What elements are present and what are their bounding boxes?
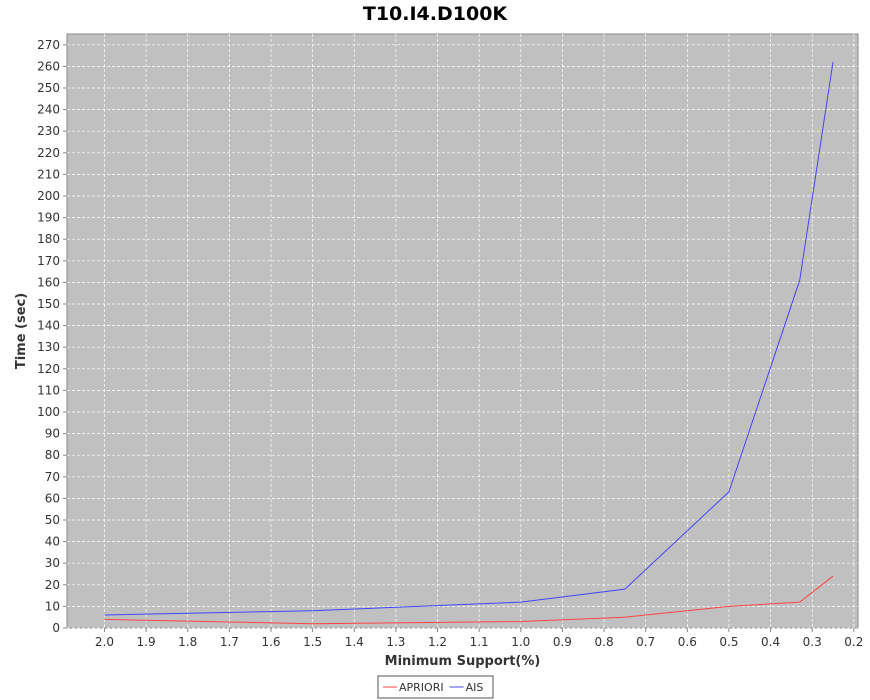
- x-tick-label: 2.0: [95, 635, 114, 649]
- chart-title: T10.I4.D100K: [362, 3, 508, 25]
- y-tick-label: 60: [45, 491, 60, 505]
- x-tick-label: 1.6: [261, 635, 280, 649]
- legend-label-apriori: APRIORI: [399, 681, 444, 694]
- y-tick-label: 190: [37, 211, 60, 225]
- y-tick-label: 220: [37, 146, 60, 160]
- y-tick-label: 160: [37, 275, 60, 289]
- x-tick-label: 0.4: [761, 635, 780, 649]
- y-tick-label: 30: [45, 556, 60, 570]
- series-lines: [104, 62, 834, 625]
- x-tick-label: 0.7: [636, 635, 655, 649]
- axes: 0 10 20 30 40 50 60 70 80 90 100 110 120 130 140 150 160…: [37, 38, 863, 649]
- x-tick-label: 0.2: [844, 635, 863, 649]
- y-tick-label: 40: [45, 535, 60, 549]
- y-tick-label: 270: [37, 38, 60, 52]
- x-tick-label: 1.7: [220, 635, 239, 649]
- x-axis-label: Minimum Support(%): [385, 654, 541, 669]
- x-tick-label: 0.9: [553, 635, 572, 649]
- y-tick-label: 250: [37, 81, 60, 95]
- legend-label-ais: AIS: [466, 681, 484, 694]
- y-tick-label: 180: [37, 232, 60, 246]
- y-tick-label: 90: [45, 427, 60, 441]
- series-line-ais: [104, 62, 834, 616]
- y-tick-label: 100: [37, 405, 60, 419]
- x-tick-label: 0.8: [595, 635, 614, 649]
- y-tick-label: 130: [37, 340, 60, 354]
- x-tick-label: 0.6: [678, 635, 697, 649]
- legend: APRIORI AIS: [377, 675, 494, 699]
- x-tick-label: 1.2: [428, 635, 447, 649]
- plot-area: [66, 33, 859, 629]
- x-tick-label: 1.4: [345, 635, 364, 649]
- series-line-apriori: [104, 575, 834, 625]
- y-axis-label: Time (sec): [14, 293, 29, 369]
- y-tick-label: 10: [45, 599, 60, 613]
- y-tick-label: 0: [52, 621, 60, 635]
- y-tick-label: 20: [45, 578, 60, 592]
- y-tick-label: 210: [37, 167, 60, 181]
- grid-lines: [67, 34, 858, 629]
- y-tick-label: 200: [37, 189, 60, 203]
- legend-box: [377, 675, 494, 699]
- y-tick-label: 140: [37, 319, 60, 333]
- x-tick-label: 1.1: [470, 635, 489, 649]
- y-tick-label: 230: [37, 124, 60, 138]
- y-tick-label: 150: [37, 297, 60, 311]
- x-tick-label: 0.5: [719, 635, 738, 649]
- y-tick-label: 50: [45, 513, 60, 527]
- y-tick-label: 260: [37, 59, 60, 73]
- x-tick-label: 0.3: [803, 635, 822, 649]
- x-tick-label: 1.5: [303, 635, 322, 649]
- x-tick-label: 1.3: [386, 635, 405, 649]
- x-tick-label: 1.8: [178, 635, 197, 649]
- y-tick-label: 240: [37, 103, 60, 117]
- y-tick-label: 170: [37, 254, 60, 268]
- y-tick-label: 120: [37, 362, 60, 376]
- x-tick-label: 1.9: [137, 635, 156, 649]
- x-tick-label: 1.0: [511, 635, 530, 649]
- y-tick-label: 110: [37, 383, 60, 397]
- y-tick-label: 80: [45, 448, 60, 462]
- y-tick-label: 70: [45, 470, 60, 484]
